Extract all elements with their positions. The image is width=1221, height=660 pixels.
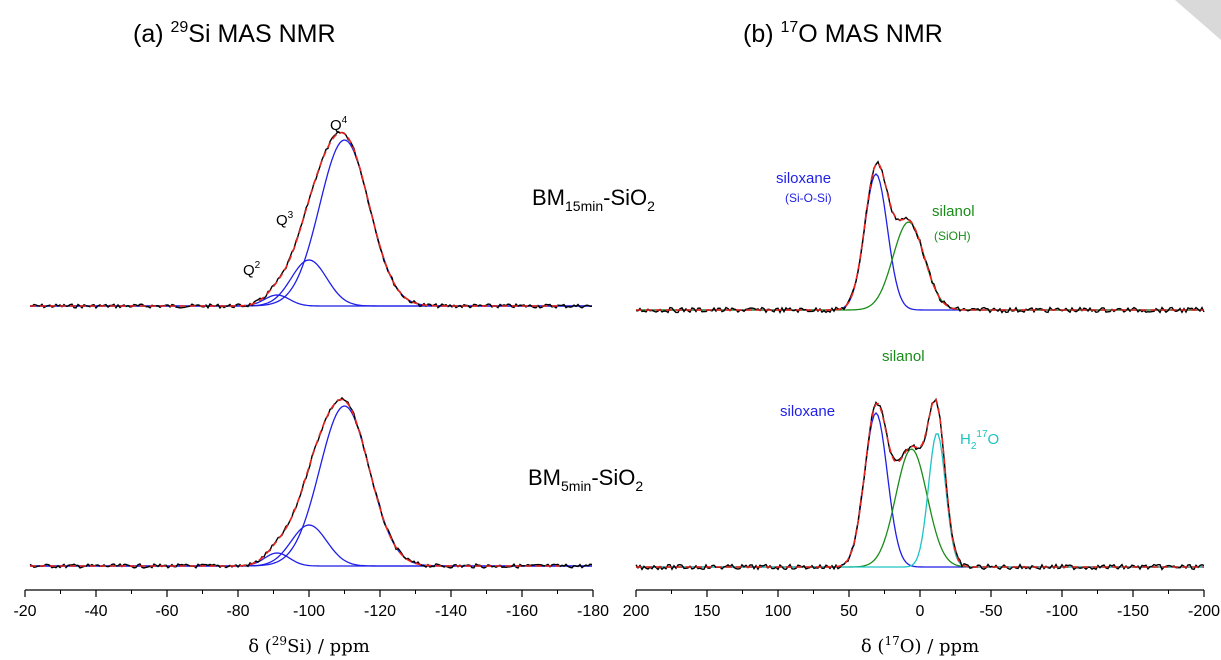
label-silanol-top: silanol	[932, 203, 975, 220]
fit-sum-curve	[636, 162, 1204, 311]
panel-a-spectrum-5min	[29, 396, 593, 569]
tick-label: -20	[13, 603, 36, 620]
tick-label: -80	[226, 603, 249, 620]
tick-label: -60	[155, 603, 178, 620]
panel-a-ticks: -20 -40 -60 -80 -100 -120 -140 -160 -180	[13, 590, 609, 620]
panel-b-x-axis: 200 150 100 50 0 -50 -100 -150 -200	[623, 589, 1220, 620]
tick-label: 50	[840, 603, 858, 620]
fit-sum-curve	[636, 398, 1204, 568]
tick-label: -180	[577, 603, 609, 620]
tick-label: 100	[765, 603, 792, 620]
component-q4	[30, 405, 592, 567]
tick-label: -100	[1046, 603, 1078, 620]
fit-sum-curve	[30, 131, 560, 307]
experimental-spectrum	[29, 396, 593, 569]
panel-b-spectrum-15min	[635, 160, 1205, 315]
label-silanol-bottom: silanol	[882, 348, 925, 365]
tick-label: -160	[506, 603, 538, 620]
panel-a-x-axis: -20 -40 -60 -80 -100 -120 -140 -160 -180	[13, 589, 609, 620]
peak-label-q4: Q4	[330, 115, 348, 134]
label-siloxane-sub: (Si-O-Si)	[785, 191, 832, 205]
fit-sum-curve	[30, 398, 560, 567]
component-q4	[30, 139, 592, 307]
panel-a-spectrum-15min	[29, 130, 593, 310]
tick-label: -200	[1188, 603, 1220, 620]
tick-label: -40	[84, 603, 107, 620]
panel-b-ticks: 200 150 100 50 0 -50 -100 -150 -200	[623, 590, 1220, 620]
label-silanol-sub: (SiOH)	[934, 229, 971, 243]
tick-label: 200	[623, 603, 650, 620]
page-corner-fold	[1175, 0, 1221, 40]
peak-label-q3: Q3	[276, 210, 294, 229]
component-q3	[30, 259, 592, 307]
sample-label-bm15min: BM15min-SiO2	[532, 185, 655, 214]
experimental-spectrum	[29, 130, 593, 310]
component-siloxane	[636, 411, 1204, 568]
tick-label: -150	[1117, 603, 1149, 620]
component-h2-17o	[636, 433, 1204, 568]
panel-b-title: (b) 17O MAS NMR	[743, 19, 943, 48]
tick-label: -50	[979, 603, 1002, 620]
sample-label-bm5min: BM5min-SiO2	[528, 465, 643, 494]
tick-label: -120	[364, 603, 396, 620]
tick-label: 150	[694, 603, 721, 620]
tick-label: -140	[435, 603, 467, 620]
label-water-h2-17o: H217O	[960, 429, 999, 452]
tick-label: -100	[293, 603, 325, 620]
panel-b-spectrum-5min	[635, 397, 1205, 571]
panel-b-x-axis-title: δ (17O) / ppm	[861, 634, 979, 657]
component-silanol	[636, 221, 1204, 311]
label-siloxane-top: siloxane	[776, 170, 831, 187]
label-siloxane-bottom: siloxane	[780, 403, 835, 420]
peak-label-q2: Q2	[243, 260, 261, 279]
panel-a-title: (a) 29Si MAS NMR	[133, 19, 336, 48]
component-q3	[30, 524, 592, 567]
panel-a-x-axis-title: δ (29Si) / ppm	[248, 634, 370, 657]
tick-label: 0	[916, 603, 925, 620]
experimental-spectrum	[635, 160, 1205, 315]
experimental-spectrum	[635, 397, 1205, 571]
